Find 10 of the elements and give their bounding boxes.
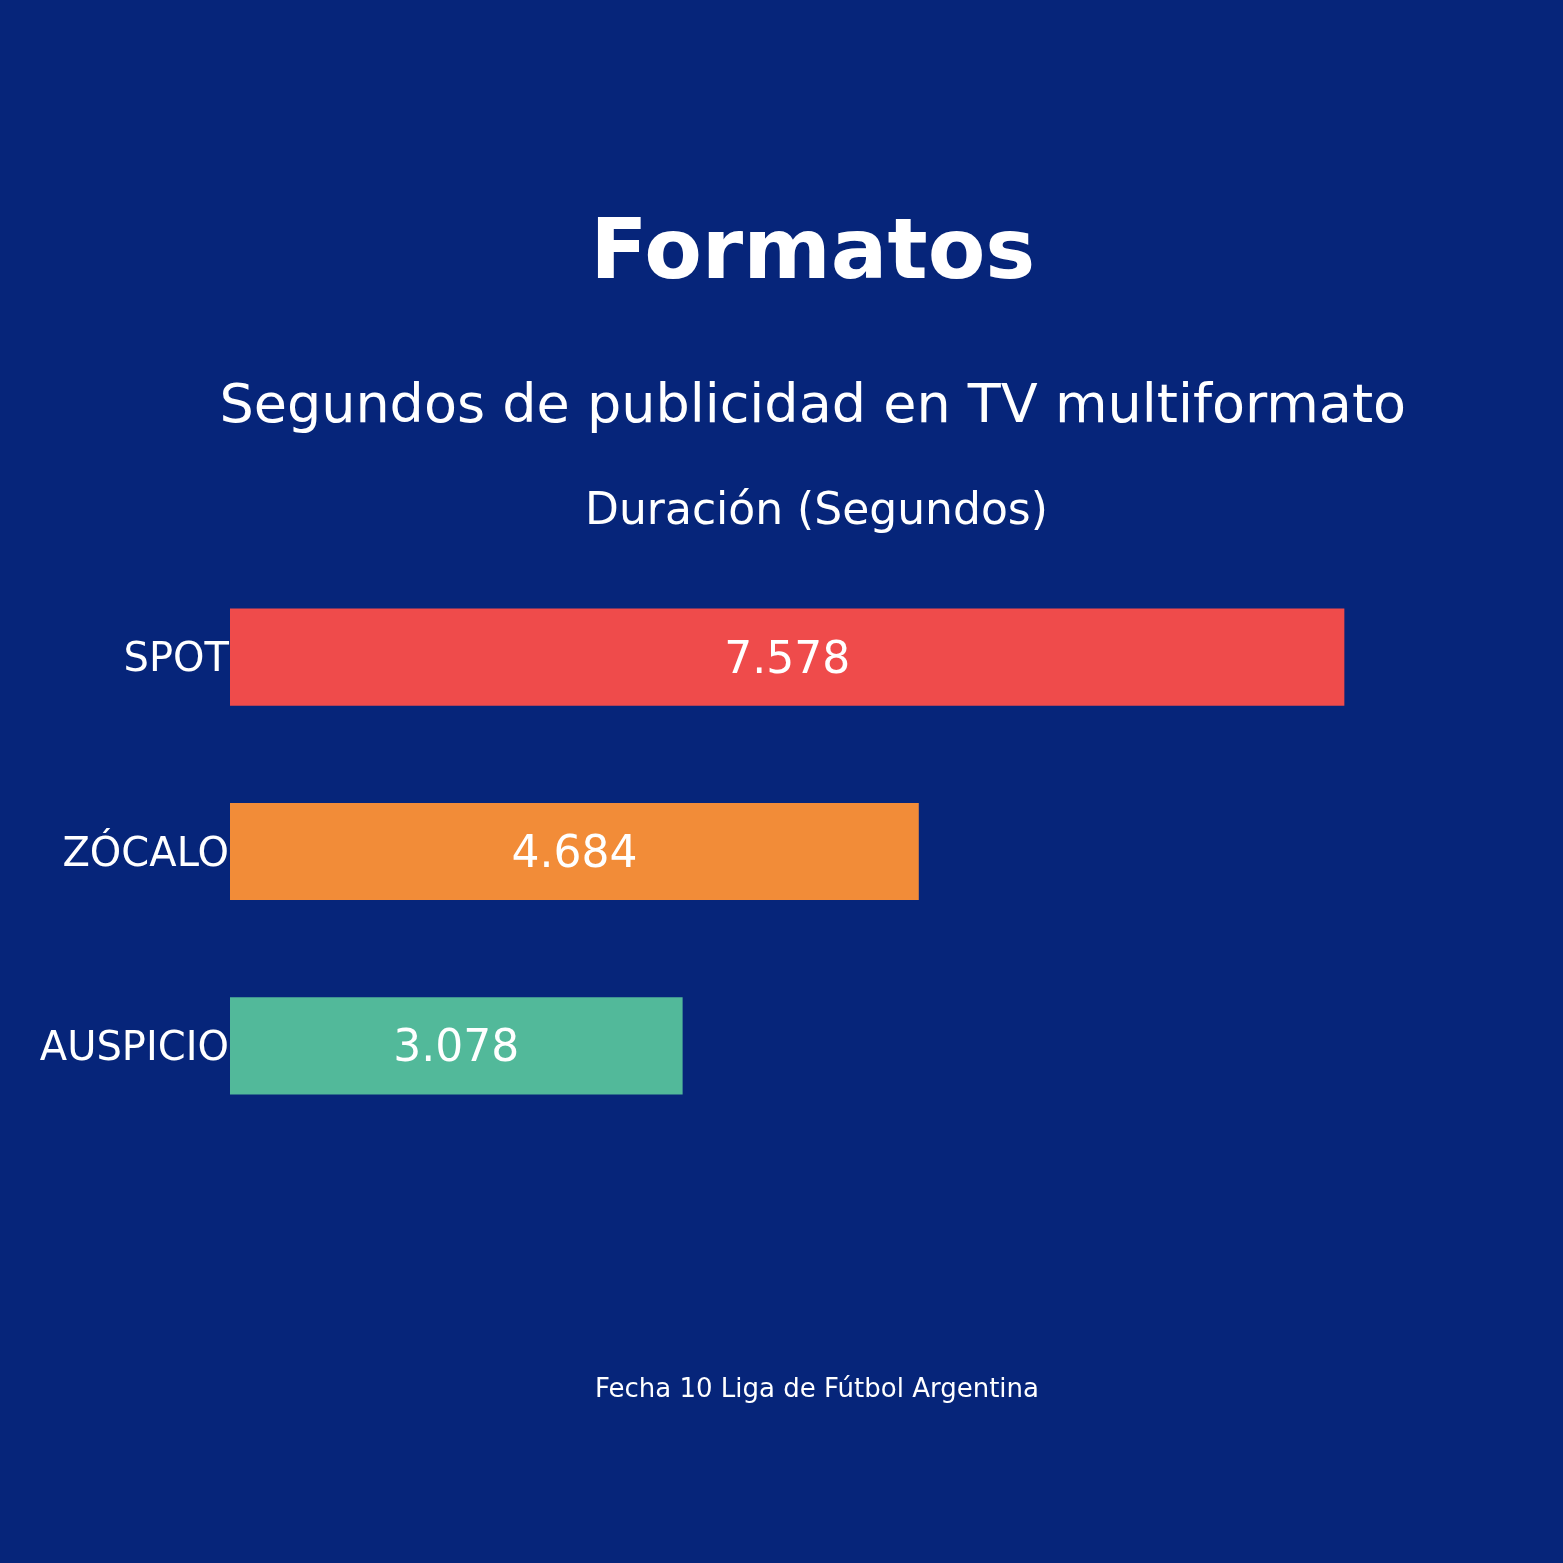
y-tick-label: ZÓCALO [62, 827, 229, 875]
y-tick-label: SPOT [123, 634, 230, 681]
data-label: 3.078 [393, 1020, 520, 1072]
x-axis-title: Duración (Segundos) [585, 483, 1048, 535]
y-tick-label: AUSPICIO [39, 1022, 229, 1069]
text: Fecha 10 Liga de Fútbol Argentina [595, 1373, 1039, 1403]
data-label: 4.684 [511, 826, 638, 877]
chart-title: Formatos [590, 199, 1036, 298]
data-label: 7.578 [724, 631, 851, 683]
chart-subtitle: Segundos de publicidad en TV multiformato [219, 371, 1407, 435]
